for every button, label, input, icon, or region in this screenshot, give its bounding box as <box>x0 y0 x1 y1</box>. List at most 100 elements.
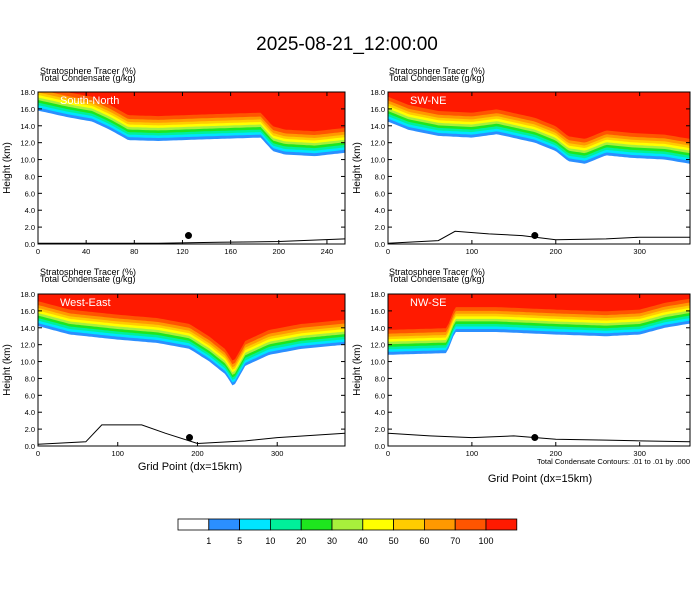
y-tick-label: 6.0 <box>25 391 35 400</box>
y-tick-label: 14.0 <box>20 324 35 333</box>
plot-frame <box>37 91 346 245</box>
tracer-band-9 <box>38 92 345 132</box>
x-tick-label: 0 <box>386 247 390 256</box>
y-tick-label: 16.0 <box>20 105 35 114</box>
tracer-field <box>38 92 345 244</box>
y-tick-label: 18.0 <box>20 88 35 97</box>
colorbar-swatch <box>454 518 487 531</box>
colorbar-swatch <box>423 518 456 531</box>
y-tick-label: 2.0 <box>375 223 385 232</box>
y-tick-label: 2.0 <box>25 223 35 232</box>
x-tick-label: 100 <box>466 449 479 458</box>
tracer-band-9 <box>38 294 345 361</box>
x-tick-label: 200 <box>191 449 204 458</box>
colorbar-label: 40 <box>358 536 368 546</box>
colorbar-swatch <box>300 518 333 531</box>
panel-header-line1: Stratosphere Tracer (%) <box>389 267 485 277</box>
section-label: NW-SE <box>410 297 446 309</box>
x-tick-label: 40 <box>82 247 90 256</box>
colorbar-swatch <box>177 518 210 531</box>
colorbar-label: 5 <box>237 536 242 546</box>
x-tick-label: 300 <box>633 247 646 256</box>
x-tick-label: 0 <box>36 449 40 458</box>
y-tick-label: 0.0 <box>25 240 35 249</box>
colorbar-label: 70 <box>450 536 460 546</box>
y-tick-label: 14.0 <box>370 122 385 131</box>
y-tick-label: 4.0 <box>25 206 35 215</box>
colorbar-swatch <box>239 518 271 531</box>
x-tick-label: 300 <box>271 449 284 458</box>
colorbar: 1 5 10 20 30 40 50 60 70 100 <box>177 518 518 546</box>
y-tick-label: 6.0 <box>375 391 385 400</box>
contour-note: Total Condensate Contours: .01 to .01 by… <box>537 457 690 466</box>
y-tick-label: 8.0 <box>25 374 35 383</box>
panel-header-line1: Stratosphere Tracer (%) <box>40 267 136 277</box>
panel-header-line1: Stratosphere Tracer (%) <box>40 66 136 76</box>
terrain-line <box>38 424 345 445</box>
y-tick-label: 12.0 <box>370 139 385 148</box>
x-tick-label: 200 <box>550 247 563 256</box>
y-tick-label: 6.0 <box>375 189 385 198</box>
colorbar-label: 10 <box>265 536 275 546</box>
y-tick-label: 10.0 <box>20 358 35 367</box>
y-tick-label: 10.0 <box>20 156 35 165</box>
x-tick-label: 200 <box>273 247 286 256</box>
colorbar-swatch <box>362 518 394 531</box>
colorbar-swatch <box>393 518 425 531</box>
y-tick-label: 2.0 <box>25 425 35 434</box>
y-tick-label: 18.0 <box>370 88 385 97</box>
y-axis-label: Height (km) <box>352 344 363 396</box>
panel-header-line2: Total Condensate (g/kg) <box>389 274 485 284</box>
y-axis-label: Height (km) <box>2 142 13 194</box>
terrain-line <box>388 230 690 244</box>
y-tick-label: 6.0 <box>25 189 35 198</box>
colorbar-label: 20 <box>296 536 306 546</box>
y-tick-label: 12.0 <box>20 341 35 350</box>
y-tick-label: 16.0 <box>370 307 385 316</box>
x-tick-label: 80 <box>130 247 138 256</box>
x-axis-label-left: Grid Point (dx=15km) <box>138 461 242 473</box>
y-tick-label: 2.0 <box>375 425 385 434</box>
tracer-field <box>38 294 345 445</box>
location-marker <box>184 232 192 240</box>
x-tick-label: 300 <box>633 449 646 458</box>
colorbar-swatch <box>485 518 518 531</box>
x-tick-label: 160 <box>224 247 237 256</box>
panel-south-north: South-North Stratosphere Tracer (%)Total … <box>2 66 346 256</box>
y-tick-label: 4.0 <box>25 408 35 417</box>
y-tick-label: 18.0 <box>20 290 35 299</box>
location-marker <box>186 434 194 442</box>
x-tick-label: 100 <box>111 449 124 458</box>
terrain-line <box>38 238 345 244</box>
y-tick-label: 14.0 <box>370 324 385 333</box>
location-marker <box>531 232 539 240</box>
y-tick-label: 14.0 <box>20 122 35 131</box>
y-tick-label: 4.0 <box>375 408 385 417</box>
y-tick-label: 4.0 <box>375 206 385 215</box>
colorbar-label: 60 <box>419 536 429 546</box>
figure-title: 2025-08-21_12:00:00 <box>256 34 438 55</box>
section-label: West-East <box>60 297 111 309</box>
colorbar-label: 50 <box>389 536 399 546</box>
panel-header-line2: Total Condensate (g/kg) <box>40 274 136 284</box>
section-label: SW-NE <box>410 95 446 107</box>
y-axis-label: Height (km) <box>2 344 13 396</box>
y-tick-label: 12.0 <box>20 139 35 148</box>
plot-frame <box>387 293 691 447</box>
section-label: South-North <box>60 95 119 107</box>
y-tick-label: 8.0 <box>375 172 385 181</box>
y-tick-label: 0.0 <box>25 442 35 451</box>
panel-nw-se: NW-SE Stratosphere Tracer (%)Total Conden… <box>352 267 691 458</box>
tracer-band-9 <box>388 92 690 139</box>
plot-frame <box>37 293 346 447</box>
x-tick-label: 240 <box>321 247 334 256</box>
x-tick-label: 120 <box>176 247 189 256</box>
tracer-field <box>388 294 690 443</box>
colorbar-swatch <box>208 518 241 531</box>
x-tick-label: 200 <box>550 449 563 458</box>
y-tick-label: 10.0 <box>370 156 385 165</box>
colorbar-label: 30 <box>327 536 337 546</box>
y-tick-label: 10.0 <box>370 358 385 367</box>
panel-west-east: West-East Stratosphere Tracer (%)Total Co… <box>2 267 346 458</box>
